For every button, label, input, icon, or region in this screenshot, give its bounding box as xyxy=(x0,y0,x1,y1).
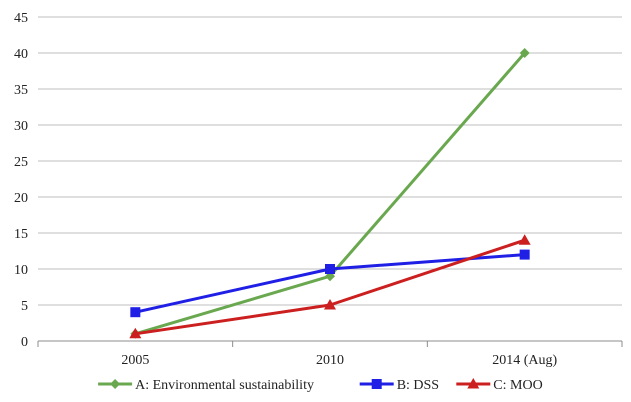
y-tick-label-20: 20 xyxy=(14,191,28,206)
legend-item-0: A: Environmental sustainability xyxy=(98,378,314,393)
y-tick-label-10: 10 xyxy=(14,263,28,278)
y-tick-label-15: 15 xyxy=(14,227,28,242)
series-line-2 xyxy=(133,238,527,336)
axis-layer: 0 5 10 15 20 25 30 35 40 45 2005 2010 2014 (Aug) xyxy=(14,11,623,368)
legend-item-2: C: MOO xyxy=(456,378,543,393)
y-tick-label-35: 35 xyxy=(14,83,28,98)
data-point-2-1 xyxy=(324,299,336,310)
x-tick-label-0: 2005 xyxy=(121,353,149,368)
series-layer xyxy=(129,48,531,339)
grid-layer xyxy=(38,16,622,306)
y-tick-label-45: 45 xyxy=(14,11,28,26)
legend-label-2: C: MOO xyxy=(493,378,542,393)
x-tick-label-2: 2014 (Aug) xyxy=(492,353,557,368)
data-point-1-2 xyxy=(519,249,530,260)
legend: A: Environmental sustainability B: DSS C: … xyxy=(98,378,543,393)
legend-marker-2 xyxy=(467,378,480,389)
series-1 xyxy=(130,249,530,318)
data-point-1-0 xyxy=(130,307,141,318)
x-tick-label-1: 2010 xyxy=(316,353,344,368)
legend-label-0: A: Environmental sustainability xyxy=(135,378,314,393)
data-point-1-1 xyxy=(325,264,335,274)
y-tick-label-40: 40 xyxy=(14,47,28,62)
legend-label-1: B: DSS xyxy=(397,378,439,393)
data-point-0-2 xyxy=(519,48,530,58)
y-tick-label-0: 0 xyxy=(21,335,28,350)
series-line-0 xyxy=(133,51,527,336)
data-point-2-2 xyxy=(518,234,531,245)
y-tick-label-5: 5 xyxy=(21,299,28,314)
legend-marker-1 xyxy=(371,379,382,389)
legend-marker-0 xyxy=(110,379,121,389)
y-tick-label-30: 30 xyxy=(14,119,28,134)
series-2 xyxy=(129,234,531,339)
legend-item-1: B: DSS xyxy=(359,378,439,393)
series-0 xyxy=(130,48,530,339)
y-tick-label-25: 25 xyxy=(14,155,28,170)
data-point-2-0 xyxy=(129,327,142,339)
